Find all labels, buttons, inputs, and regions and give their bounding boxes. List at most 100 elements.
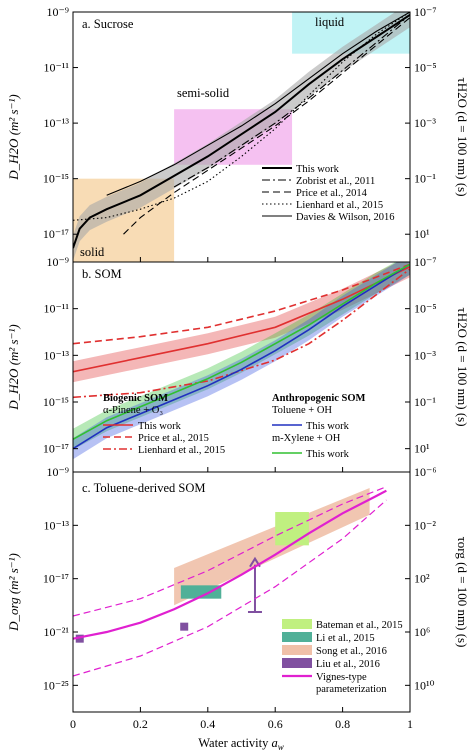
legend-label: Price et al., 2015 [138, 433, 209, 444]
panel-c-legend: Bateman et al., 2015 Li et al., 2015 Song … [282, 619, 403, 695]
y-tick-label: 10⁻⁹ [46, 465, 69, 479]
box-song-2016 [174, 488, 370, 606]
panel-a-sucrose: a. Sucrose liquid semi-solid solid This … [43, 5, 437, 263]
legend-label: Zobrist et al., 2011 [296, 176, 375, 187]
legend-swatch [282, 658, 312, 668]
series-line [73, 263, 410, 450]
y-tick-label-right: 10⁻¹ [414, 395, 436, 409]
y-tick-label-right: 10¹ [414, 227, 430, 241]
series-line [73, 486, 387, 617]
y-tick-label-right: 10⁻⁶ [414, 465, 437, 479]
legend-label: Song et al., 2016 [316, 646, 387, 657]
y-tick-label: 10⁻¹⁷ [43, 227, 69, 241]
y-tick-label: 10⁻⁹ [46, 255, 69, 269]
panel-b-title: b. SOM [82, 267, 122, 281]
panel-c-title: c. Toluene-derived SOM [82, 481, 206, 495]
legend-label: Lienhard et al., 2015 [138, 445, 225, 456]
box-bateman-2015 [275, 512, 309, 546]
panel-c-toluene: c. Toluene-derived SOM Bateman et al., 2… [43, 465, 437, 731]
series-line [73, 13, 410, 249]
uncertainty-band [73, 262, 410, 460]
series-line [73, 499, 387, 677]
legend-label: Liu et al., 2016 [316, 659, 380, 670]
x-tick-label: 0.6 [268, 717, 283, 731]
legend-group-title: Anthropogenic SOM [272, 393, 366, 404]
legend-label: m-Xylene + OH [272, 433, 341, 444]
y-tick-label-right: 10⁻³ [414, 348, 436, 362]
box-li-2015 [180, 585, 222, 599]
y-tick-label: 10⁻¹³ [43, 116, 69, 130]
x-tick-label: 1 [407, 717, 413, 731]
y-tick-label-right: 10¹⁰ [414, 678, 435, 692]
x-axis-label: Water activity aw [198, 736, 284, 752]
series-line [73, 263, 410, 441]
region-label-solid: solid [80, 245, 105, 259]
uncertainty-band [73, 262, 410, 450]
y-tick-label-right: 10⁻⁵ [414, 61, 437, 75]
series-line [73, 268, 410, 399]
y-tick-label: 10⁻²⁵ [43, 678, 69, 692]
y-tick-label: 10⁻¹⁷ [43, 572, 69, 586]
y-tick-label-right: 10¹ [414, 442, 430, 456]
legend-label: Davies & Wilson, 2016 [296, 212, 395, 223]
panel-c-frame [72, 471, 411, 713]
legend-label: Price et al., 2014 [296, 188, 368, 199]
legend-label: parameterization [316, 684, 387, 695]
legend-swatch [282, 645, 312, 655]
y-tick-label: 10⁻¹⁵ [43, 395, 69, 409]
uncertainty-band [73, 262, 410, 383]
y-tick-label: 10⁻²¹ [43, 625, 69, 639]
legend-swatch [282, 619, 312, 629]
series-line [123, 17, 410, 235]
x-tick-label: 0 [70, 717, 76, 731]
legend-label: Bateman et al., 2015 [316, 620, 403, 631]
legend-label: This work [138, 421, 182, 432]
panel-c-ylabel: D_org (m² s⁻¹) [6, 553, 21, 632]
panel-b-ylabel-right: τH2O (d = 100 nm) (s) [455, 307, 470, 426]
series-line [173, 14, 410, 188]
y-tick-label-right: 10⁻¹ [414, 172, 436, 186]
y-tick-label: 10⁻¹³ [43, 518, 69, 532]
x-tick-label: 0.4 [200, 717, 215, 731]
y-tick-label-right: 10⁻² [414, 518, 436, 532]
legend-label: This work [306, 421, 350, 432]
x-tick-label: 0.8 [335, 717, 350, 731]
x-tick-label: 0.2 [133, 717, 148, 731]
y-tick-label-right: 10⁻³ [414, 116, 436, 130]
y-tick-label: 10⁻¹⁷ [43, 442, 69, 456]
series-line [73, 489, 387, 640]
legend-group-subtitle: α-Pinene + O₃ [103, 405, 163, 416]
series-line [73, 12, 410, 221]
y-tick-label: 10⁻⁹ [46, 5, 69, 19]
region-label-semi-solid: semi-solid [177, 86, 230, 100]
y-tick-label: 10⁻¹⁵ [43, 172, 69, 186]
series-line [73, 265, 410, 373]
series-line [106, 12, 410, 196]
y-tick-label-right: 10⁻⁵ [414, 302, 437, 316]
panel-a-ylabel: D_H2O (m² s⁻¹) [6, 94, 21, 180]
y-tick-label-right: 10⁶ [414, 625, 430, 639]
legend-label: This work [306, 449, 350, 460]
legend-group-title: Biogenic SOM [103, 393, 168, 404]
series-line [73, 263, 410, 345]
legend-swatch [282, 632, 312, 642]
legend-label: Li et al., 2015 [316, 633, 375, 644]
y-tick-label-right: 10⁻⁷ [414, 255, 437, 269]
region-label-liquid: liquid [315, 15, 345, 29]
panel-a-title: a. Sucrose [82, 17, 134, 31]
panel-b-ylabel: D_H2O (m² s⁻¹) [6, 324, 21, 410]
legend-label: Vignes-type [316, 672, 367, 683]
panel-a-ylabel-right: τH2O (d = 100 nm) (s) [455, 77, 470, 196]
legend-label: This work [296, 164, 340, 175]
y-tick-label: 10⁻¹¹ [43, 61, 69, 75]
panel-c-ylabel-right: τorg (d = 100 nm) (s) [455, 537, 470, 648]
liu-2016-point [180, 622, 189, 631]
y-tick-label-right: 10² [414, 572, 430, 586]
y-tick-label: 10⁻¹¹ [43, 302, 69, 316]
y-tick-label: 10⁻¹³ [43, 348, 69, 362]
legend-label: Lienhard et al., 2015 [296, 200, 383, 211]
